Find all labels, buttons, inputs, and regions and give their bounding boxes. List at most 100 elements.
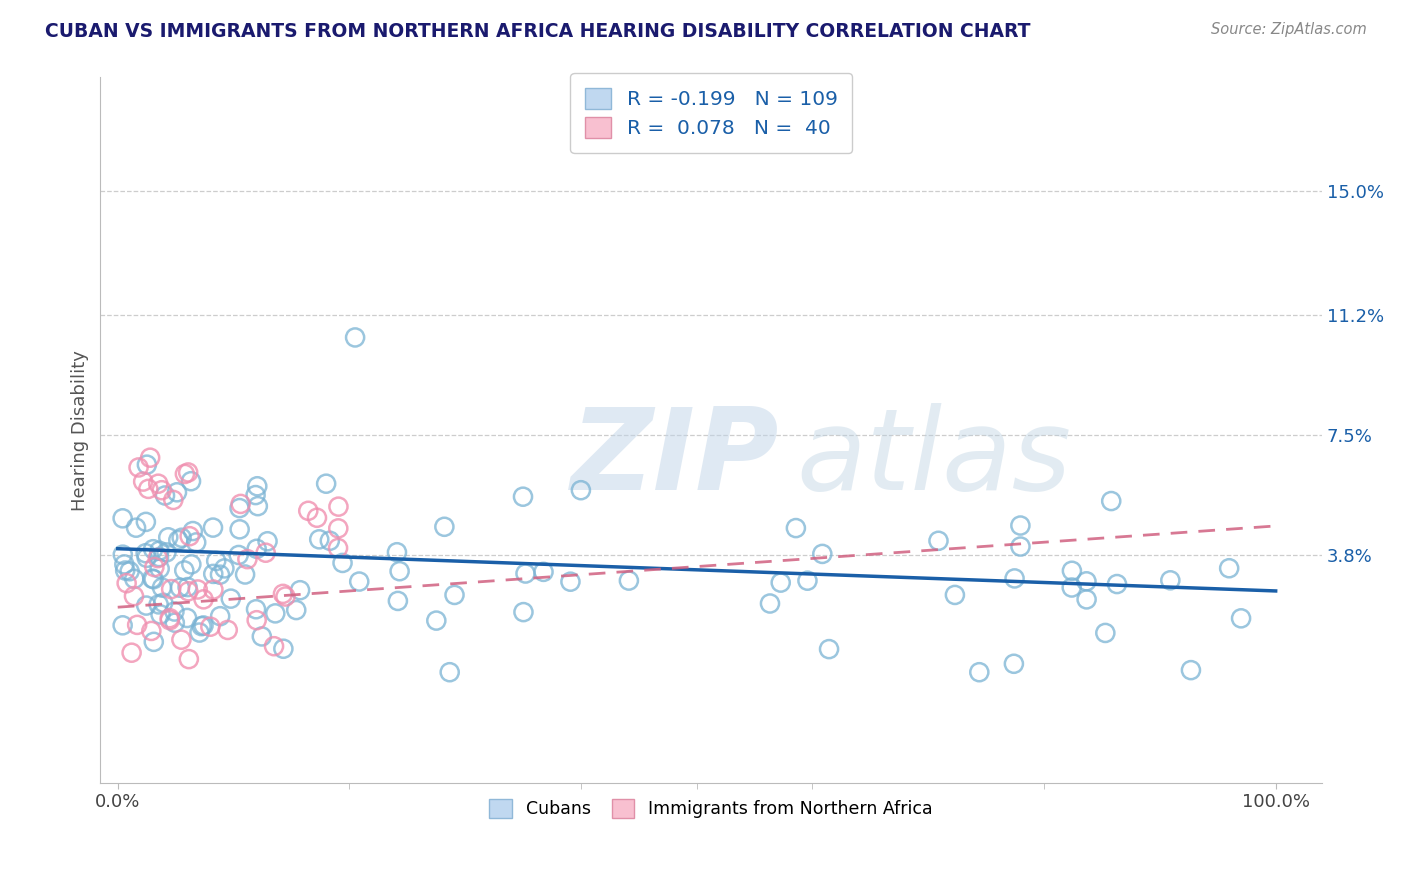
Point <box>332 556 354 570</box>
Point <box>927 533 949 548</box>
Point <box>118 564 141 578</box>
Point <box>569 483 592 498</box>
Point <box>1060 564 1083 578</box>
Point <box>246 479 269 493</box>
Point <box>443 588 465 602</box>
Point <box>111 511 134 525</box>
Point <box>149 562 172 576</box>
Point <box>136 482 159 496</box>
Point <box>122 589 145 603</box>
Point <box>159 613 181 627</box>
Point <box>188 625 211 640</box>
Point <box>297 504 319 518</box>
Point <box>115 576 138 591</box>
Point <box>560 574 582 589</box>
Point <box>433 520 456 534</box>
Y-axis label: Hearing Disability: Hearing Disability <box>72 350 89 510</box>
Point <box>254 546 277 560</box>
Point <box>1076 592 1098 607</box>
Point <box>1180 663 1202 677</box>
Point <box>271 587 294 601</box>
Point <box>148 550 170 565</box>
Point <box>193 618 215 632</box>
Point <box>263 639 285 653</box>
Point <box>163 605 186 619</box>
Point <box>214 561 236 575</box>
Point <box>246 541 269 556</box>
Point <box>125 521 148 535</box>
Point <box>170 531 193 545</box>
Point <box>228 501 250 516</box>
Point <box>148 598 170 612</box>
Point <box>274 590 297 604</box>
Point <box>142 635 165 649</box>
Point <box>209 609 232 624</box>
Point <box>1099 494 1122 508</box>
Point <box>166 485 188 500</box>
Point <box>512 490 534 504</box>
Point <box>132 475 155 489</box>
Point <box>264 607 287 621</box>
Point <box>208 567 231 582</box>
Point <box>811 547 834 561</box>
Point <box>308 533 330 547</box>
Point <box>229 497 252 511</box>
Point <box>759 597 782 611</box>
Point <box>1230 611 1253 625</box>
Point <box>179 529 201 543</box>
Point <box>228 548 250 562</box>
Point <box>148 476 170 491</box>
Point <box>142 542 165 557</box>
Point <box>512 605 534 619</box>
Point <box>769 575 792 590</box>
Point <box>785 521 807 535</box>
Point <box>159 611 181 625</box>
Point <box>127 618 149 632</box>
Point <box>114 564 136 578</box>
Point <box>1060 581 1083 595</box>
Point <box>617 574 640 588</box>
Point <box>148 543 170 558</box>
Point <box>425 614 447 628</box>
Point <box>515 566 537 581</box>
Point <box>135 550 157 565</box>
Point <box>205 554 228 568</box>
Point <box>818 642 841 657</box>
Point <box>180 558 202 572</box>
Text: Source: ZipAtlas.com: Source: ZipAtlas.com <box>1211 22 1367 37</box>
Point <box>173 467 195 481</box>
Point <box>387 594 409 608</box>
Point <box>142 572 165 586</box>
Point <box>173 563 195 577</box>
Legend: Cubans, Immigrants from Northern Africa: Cubans, Immigrants from Northern Africa <box>482 791 939 825</box>
Point <box>943 588 966 602</box>
Point <box>1010 518 1032 533</box>
Point <box>200 620 222 634</box>
Point <box>157 530 180 544</box>
Point <box>170 632 193 647</box>
Point <box>181 524 204 538</box>
Point <box>141 572 163 586</box>
Point <box>217 623 239 637</box>
Point <box>135 546 157 560</box>
Point <box>796 574 818 588</box>
Point <box>180 474 202 488</box>
Point <box>135 515 157 529</box>
Point <box>233 567 256 582</box>
Point <box>155 545 177 559</box>
Point <box>1002 657 1025 671</box>
Point <box>219 591 242 606</box>
Point <box>305 510 328 524</box>
Point <box>150 483 173 498</box>
Point <box>1076 574 1098 589</box>
Point <box>202 566 225 581</box>
Point <box>1094 626 1116 640</box>
Point <box>533 565 555 579</box>
Point <box>177 584 200 599</box>
Point <box>160 582 183 596</box>
Point <box>1105 577 1128 591</box>
Point <box>246 613 269 627</box>
Point <box>186 535 208 549</box>
Point <box>328 500 350 514</box>
Point <box>135 458 157 472</box>
